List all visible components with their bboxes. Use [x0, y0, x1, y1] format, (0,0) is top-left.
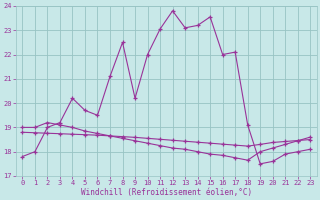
X-axis label: Windchill (Refroidissement éolien,°C): Windchill (Refroidissement éolien,°C)	[81, 188, 252, 197]
